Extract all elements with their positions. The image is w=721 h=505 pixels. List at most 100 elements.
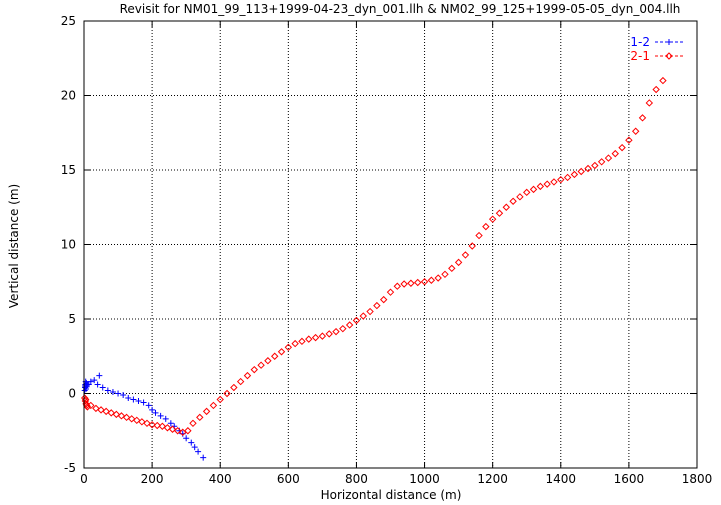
- data-point: [563, 173, 572, 182]
- data-point: [352, 316, 361, 325]
- data-point: [167, 420, 174, 427]
- data-point: [140, 399, 147, 406]
- data-point: [584, 164, 592, 173]
- x-tick-label: 1200: [477, 472, 508, 486]
- data-point: [83, 403, 92, 411]
- series-layer: [80, 76, 667, 461]
- data-point: [104, 387, 111, 394]
- series-2-1: [80, 76, 667, 436]
- data-point: [250, 365, 258, 374]
- data-point: [543, 180, 551, 188]
- data-point: [107, 409, 115, 417]
- data-point: [652, 85, 660, 94]
- y-tick-label: 0: [68, 387, 76, 401]
- y-axis-label: Vertical distance (m): [7, 184, 21, 308]
- data-point: [145, 402, 152, 409]
- data-point: [91, 377, 98, 384]
- data-point: [163, 424, 172, 432]
- data-point: [366, 307, 374, 316]
- data-point: [373, 301, 381, 310]
- data-point: [420, 278, 429, 286]
- data-point: [379, 295, 388, 304]
- data-point: [168, 425, 177, 433]
- data-point: [502, 203, 510, 211]
- data-point: [448, 264, 456, 273]
- data-point: [196, 413, 204, 422]
- data-point: [645, 99, 654, 107]
- data-point: [158, 422, 167, 430]
- y-tick-label: 5: [68, 312, 76, 326]
- data-point: [135, 397, 142, 404]
- data-point: [94, 381, 101, 388]
- y-tick-label: 20: [61, 89, 76, 103]
- data-point: [133, 416, 141, 425]
- data-point: [99, 384, 106, 391]
- y-tick-label: -5: [64, 461, 76, 475]
- data-point: [191, 444, 198, 451]
- data-point: [127, 415, 136, 423]
- data-point: [243, 371, 252, 380]
- data-point: [591, 161, 599, 170]
- data-point: [488, 215, 497, 223]
- data-point: [516, 193, 524, 201]
- data-point: [414, 278, 422, 287]
- chart-title: Revisit for NM01_99_113+1999-04-23_dyn_0…: [120, 2, 681, 16]
- data-point: [223, 389, 231, 398]
- data-point: [311, 333, 320, 342]
- data-point: [604, 154, 613, 162]
- data-point: [557, 175, 565, 184]
- series-1-2: [81, 372, 207, 461]
- data-point: [92, 404, 100, 413]
- legend-label: 1-2: [630, 35, 650, 49]
- x-tick-label: 400: [209, 472, 232, 486]
- data-point: [183, 435, 190, 442]
- data-point: [277, 348, 286, 356]
- legend: 1-22-1: [630, 35, 683, 63]
- data-point: [577, 167, 585, 176]
- data-point: [87, 378, 94, 385]
- data-point: [195, 448, 202, 455]
- data-point: [482, 222, 490, 231]
- data-point: [345, 321, 354, 329]
- y-tick-label: 25: [61, 14, 76, 28]
- x-tick-label: 0: [80, 472, 88, 486]
- x-tick-label: 200: [141, 472, 164, 486]
- data-point: [529, 185, 538, 194]
- data-point: [216, 395, 224, 404]
- y-tick-label: 10: [61, 238, 76, 252]
- data-point: [325, 330, 333, 338]
- data-point: [189, 419, 197, 428]
- data-point: [536, 182, 545, 191]
- data-point: [230, 383, 238, 392]
- data-point: [386, 288, 395, 296]
- x-tick-label: 1400: [546, 472, 577, 486]
- data-point: [495, 209, 504, 217]
- data-point: [318, 332, 327, 340]
- data-point: [87, 401, 95, 410]
- x-tick-label: 1800: [682, 472, 713, 486]
- data-point: [157, 412, 164, 419]
- data-point: [152, 409, 159, 416]
- data-point: [441, 270, 449, 279]
- data-point: [659, 76, 667, 85]
- data-point: [332, 327, 340, 336]
- data-point: [468, 242, 476, 250]
- y-tick-label: 15: [61, 163, 76, 177]
- data-point: [638, 114, 647, 122]
- data-point: [666, 39, 672, 45]
- x-tick-label: 800: [345, 472, 368, 486]
- data-point: [618, 143, 626, 152]
- data-point: [96, 372, 103, 379]
- grid: [84, 21, 697, 468]
- data-point: [122, 413, 131, 422]
- data-point: [434, 274, 442, 282]
- data-point: [188, 439, 195, 446]
- data-point: [305, 335, 313, 343]
- data-point: [125, 394, 132, 401]
- data-point: [291, 339, 299, 348]
- data-point: [209, 401, 218, 410]
- data-point: [461, 251, 470, 259]
- data-point: [130, 396, 137, 403]
- data-point: [550, 178, 558, 186]
